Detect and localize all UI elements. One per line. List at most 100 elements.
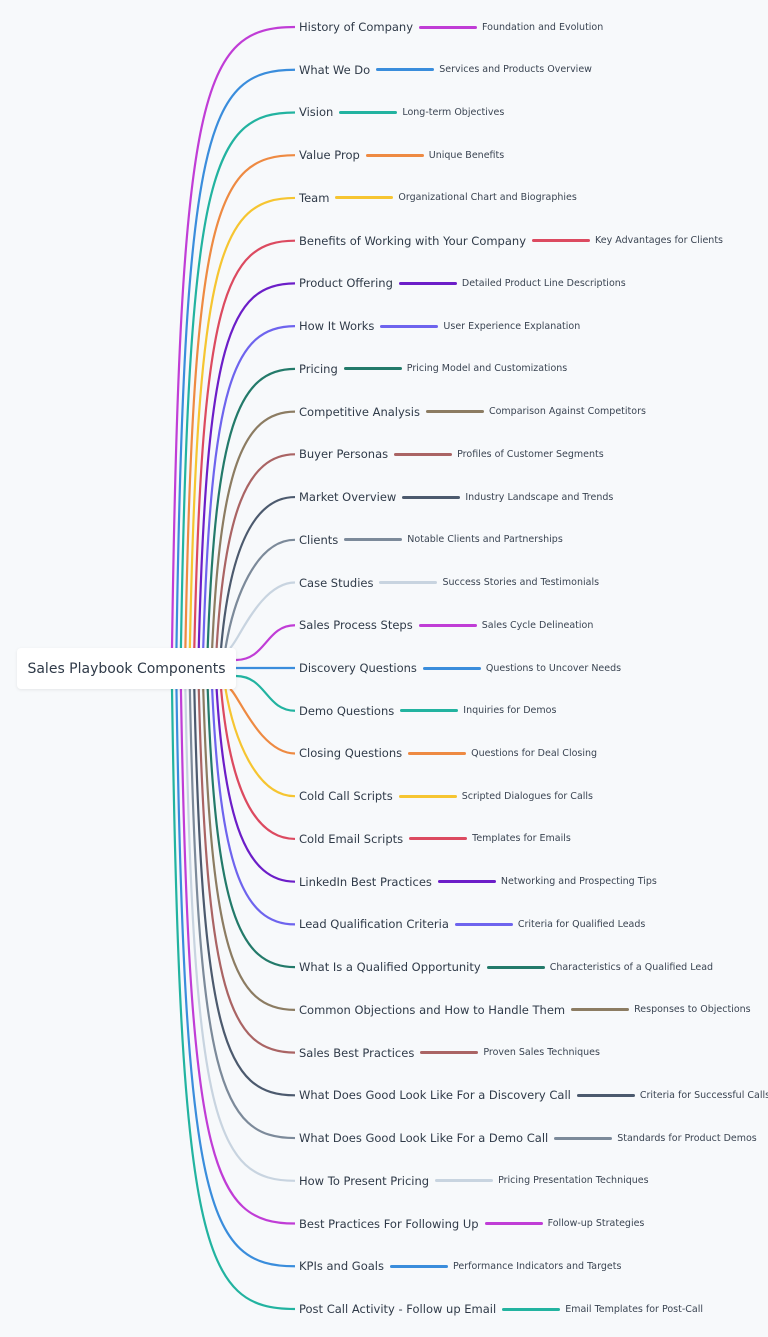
branch-label: Market Overview (299, 490, 397, 505)
child-label[interactable]: Notable Clients and Partnerships (407, 534, 563, 546)
branch-connector (206, 367, 296, 649)
child-label[interactable]: Criteria for Successful Calls (639, 1089, 768, 1101)
child-label[interactable]: Industry Landscape and Trends (465, 491, 614, 503)
child-connector (454, 922, 513, 926)
child-label[interactable]: Detailed Product Line Descriptions (461, 277, 626, 289)
child-label[interactable]: Follow-up Strategies (547, 1218, 645, 1230)
child-label[interactable]: Networking and Prospecting Tips (500, 876, 657, 888)
branch-label: Demo Questions (299, 703, 395, 718)
child-label[interactable]: Services and Products Overview (439, 64, 592, 76)
branch-connector (179, 111, 296, 649)
child-label[interactable]: Success Stories and Testimonials (442, 577, 600, 589)
child-connector (365, 153, 424, 157)
branch-connector (170, 688, 296, 1311)
branch-node[interactable]: What Does Good Look Like For a Discovery… (299, 1085, 768, 1105)
child-label[interactable]: Comparison Against Competitors (488, 406, 646, 418)
branch-node[interactable]: How It Works User Experience Explanation (299, 316, 580, 336)
branch-node[interactable]: How To Present Pricing Pricing Presentati… (299, 1171, 649, 1191)
branch-node[interactable]: Competitive Analysis Comparison Against C… (299, 402, 646, 422)
branch-node[interactable]: Product Offering Detailed Product Line De… (299, 273, 626, 293)
branch-connector (184, 688, 296, 1182)
branch-label: Common Objections and How to Handle Them (299, 1002, 566, 1017)
branch-label: Discovery Questions (299, 661, 417, 675)
child-connector (484, 1222, 543, 1226)
child-label[interactable]: Profiles of Customer Segments (457, 448, 604, 460)
child-label[interactable]: Questions for Deal Closing (471, 747, 598, 759)
branch-node[interactable]: Pricing Pricing Model and Customizations (299, 359, 567, 379)
child-connector (435, 1179, 494, 1183)
branch-node[interactable]: Best Practices For Following Up Follow-up… (299, 1214, 644, 1234)
child-label[interactable]: Unique Benefits (428, 149, 505, 161)
child-label[interactable]: User Experience Explanation (443, 320, 581, 332)
branch-label: Pricing (299, 361, 338, 376)
branch-node[interactable]: What Is a Qualified Opportunity Character… (299, 957, 713, 977)
branch-label: Cold Email Scripts (299, 831, 404, 846)
child-connector (394, 452, 453, 456)
child-label[interactable]: Standards for Product Demos (617, 1132, 757, 1144)
child-label[interactable]: Proven Sales Techniques (483, 1047, 600, 1059)
branch-node[interactable]: Demo Questions Inquiries for Demos (299, 701, 556, 721)
branch-node[interactable]: Discovery Questions Questions to Uncover … (299, 658, 621, 678)
child-label[interactable]: Criteria for Qualified Leads (517, 918, 646, 930)
branch-node[interactable]: Closing Questions Questions for Deal Clos… (299, 743, 597, 763)
child-connector (486, 965, 545, 969)
branch-node[interactable]: Cold Email Scripts Templates for Emails (299, 829, 571, 849)
branch-connector (202, 688, 296, 1011)
branch-connector (197, 688, 296, 1054)
branch-node[interactable]: History of Company Foundation and Evoluti… (299, 17, 603, 37)
branch-node[interactable]: Clients Notable Clients and Partnerships (299, 530, 563, 550)
branch-node[interactable]: What We Do Services and Products Overview (299, 60, 592, 80)
child-label[interactable]: Responses to Objections (634, 1004, 751, 1016)
branch-label: Case Studies (299, 575, 374, 590)
child-label[interactable]: Organizational Chart and Biographies (398, 192, 577, 204)
branch-node[interactable]: Sales Process Steps Sales Cycle Delineati… (299, 615, 593, 635)
child-label[interactable]: Foundation and Evolution (482, 21, 604, 33)
child-label[interactable]: Templates for Emails (472, 833, 571, 845)
child-connector (576, 1093, 635, 1097)
child-label[interactable]: Performance Indicators and Targets (453, 1260, 622, 1272)
branch-node[interactable]: Value Prop Unique Benefits (299, 145, 504, 165)
branch-label: How It Works (299, 319, 375, 334)
branch-label: LinkedIn Best Practices (299, 874, 432, 889)
branch-connector (219, 688, 296, 841)
child-label[interactable]: Email Templates for Post-Call (565, 1303, 704, 1315)
branch-node[interactable]: Benefits of Working with Your Company Key… (299, 231, 723, 251)
child-label[interactable]: Long-term Objectives (402, 106, 505, 118)
child-connector (502, 1307, 561, 1311)
branch-connector (235, 624, 296, 662)
child-connector (380, 324, 439, 328)
branch-connector (206, 688, 296, 969)
child-connector (418, 623, 477, 627)
branch-label: Sales Best Practices (299, 1045, 415, 1060)
branch-node[interactable]: KPIs and Goals Performance Indicators and… (299, 1256, 621, 1276)
branch-node[interactable]: Sales Best Practices Proven Sales Techniq… (299, 1043, 600, 1063)
branch-node[interactable]: Vision Long-term Objectives (299, 102, 504, 122)
child-label[interactable]: Questions to Uncover Needs (485, 662, 622, 674)
child-label[interactable]: Sales Cycle Delineation (481, 619, 594, 631)
child-label[interactable]: Key Advantages for Clients (595, 235, 723, 247)
child-label[interactable]: Inquiries for Demos (463, 705, 557, 717)
branch-node[interactable]: What Does Good Look Like For a Demo Call… (299, 1128, 757, 1148)
child-label[interactable]: Pricing Presentation Techniques (498, 1175, 649, 1187)
branch-node[interactable]: Buyer Personas Profiles of Customer Segme… (299, 444, 604, 464)
branch-label: Vision (299, 105, 334, 120)
child-label[interactable]: Scripted Dialogues for Calls (461, 790, 593, 802)
root-node[interactable]: Sales Playbook Components (17, 648, 236, 689)
branch-node[interactable]: LinkedIn Best Practices Networking and Pr… (299, 872, 657, 892)
branch-connector (184, 154, 296, 649)
branch-node[interactable]: Market Overview Industry Landscape and Tr… (299, 487, 613, 507)
branch-node[interactable]: Cold Call Scripts Scripted Dialogues for … (299, 786, 593, 806)
child-label[interactable]: Pricing Model and Customizations (406, 363, 568, 375)
branch-node[interactable]: Post Call Activity - Follow up Email Emai… (299, 1299, 703, 1319)
branch-node[interactable]: Lead Qualification Criteria Criteria for … (299, 914, 645, 934)
branch-label: Lead Qualification Criteria (299, 917, 449, 932)
child-label[interactable]: Characteristics of a Qualified Lead (549, 961, 714, 973)
child-connector (344, 538, 403, 542)
branch-node[interactable]: Case Studies Success Stories and Testimon… (299, 573, 599, 593)
child-connector (343, 367, 402, 371)
branch-node[interactable]: Team Organizational Chart and Biographies (299, 188, 577, 208)
branch-label: What We Do (299, 62, 371, 77)
child-connector (437, 880, 496, 884)
branch-node[interactable]: Common Objections and How to Handle Them… (299, 1000, 751, 1020)
